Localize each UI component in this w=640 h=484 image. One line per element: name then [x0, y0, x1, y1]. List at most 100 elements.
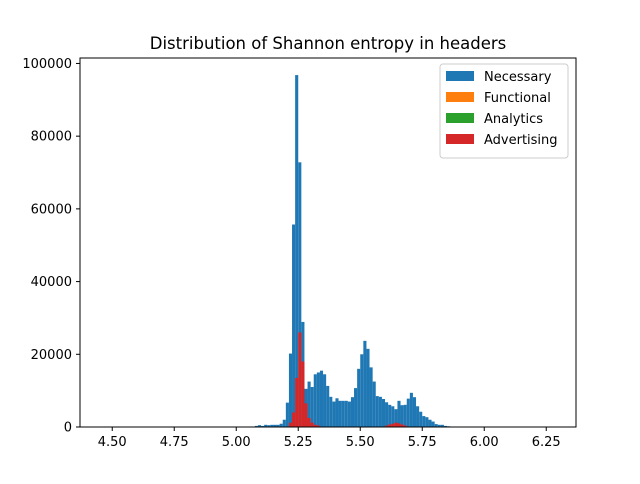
- histogram-bar: [388, 424, 392, 427]
- histogram-bar: [270, 424, 274, 427]
- legend-swatch: [446, 134, 474, 144]
- histogram-bar: [375, 396, 379, 427]
- histogram-bar: [282, 419, 286, 427]
- histogram-bar: [316, 372, 320, 427]
- histogram-bar: [295, 75, 299, 427]
- chart-title: Distribution of Shannon entropy in heade…: [150, 34, 507, 53]
- legend-swatch: [446, 71, 474, 81]
- histogram-bar: [428, 419, 432, 427]
- histogram-bar: [279, 423, 283, 427]
- y-tick-label: 20000: [31, 348, 72, 363]
- x-tick-label: 5.00: [222, 435, 251, 450]
- histogram-bar: [440, 424, 444, 427]
- histogram-bar: [431, 421, 435, 427]
- histogram-bar: [326, 385, 330, 427]
- histogram-bar: [394, 409, 398, 427]
- histogram-bar: [409, 392, 413, 427]
- histogram-bar: [372, 381, 376, 427]
- y-tick-label: 100000: [22, 57, 72, 72]
- x-tick-label: 6.00: [470, 435, 499, 450]
- histogram-bar: [406, 398, 410, 427]
- histogram-bar: [363, 340, 367, 427]
- y-tick-label: 80000: [31, 130, 72, 145]
- histogram-bar: [357, 368, 361, 427]
- histogram-bar: [425, 417, 429, 427]
- histogram-bar: [313, 374, 317, 427]
- histogram-bar: [388, 404, 392, 427]
- histogram-bar: [338, 400, 342, 427]
- histogram-bar: [443, 425, 448, 427]
- histogram-bar: [254, 425, 258, 427]
- histogram-bar: [381, 399, 386, 427]
- histogram-bar: [323, 374, 327, 427]
- histogram-bar: [397, 423, 401, 427]
- histogram-bar: [267, 425, 271, 427]
- y-tick-label: 0: [64, 421, 72, 436]
- histogram-bar: [292, 412, 296, 427]
- histogram-bar: [419, 411, 423, 427]
- x-tick-label: 4.50: [98, 435, 127, 450]
- histogram-bar: [400, 405, 404, 427]
- histogram-bar: [307, 381, 311, 427]
- histogram-bar: [369, 367, 373, 427]
- x-axis: 4.50 4.75 5.00 5.25 5.50 5.75 6.00 6.25: [98, 427, 561, 450]
- histogram-bar: [437, 424, 441, 427]
- histogram-bar: [288, 353, 293, 427]
- histogram-bar: [347, 401, 351, 427]
- histogram-bar: [310, 422, 314, 427]
- histogram-bar: [416, 406, 420, 427]
- legend-label: Advertising: [484, 133, 558, 148]
- histogram-bar: [310, 387, 314, 427]
- histogram-bar: [301, 361, 305, 427]
- histogram-bar: [261, 425, 265, 427]
- histogram-bar: [341, 400, 345, 427]
- histogram-bar: [350, 397, 355, 427]
- histogram-bar: [434, 424, 438, 427]
- histogram-bar: [344, 400, 348, 427]
- histogram-bar: [422, 416, 426, 427]
- legend-label: Analytics: [484, 112, 543, 127]
- histogram-bar: [412, 397, 417, 427]
- histogram-bar: [332, 401, 336, 427]
- histogram-bar: [335, 398, 339, 427]
- legend-label: Necessary: [484, 70, 552, 85]
- x-tick-label: 6.25: [532, 435, 561, 450]
- x-tick-label: 5.25: [284, 435, 313, 450]
- histogram-bar: [354, 388, 358, 427]
- histogram-bar: [385, 425, 389, 427]
- histogram-bar: [298, 162, 302, 427]
- histogram-bar: [397, 400, 401, 427]
- histogram-bar: [276, 424, 280, 427]
- histogram-bar: [403, 425, 407, 427]
- histogram-bar: [316, 425, 320, 427]
- histogram-bar: [313, 424, 317, 427]
- histogram-bar: [288, 422, 293, 427]
- histogram-bar: [400, 424, 404, 427]
- histogram-bar: [366, 348, 370, 427]
- histogram-bar: [285, 402, 289, 427]
- legend-label: Functional: [484, 91, 551, 106]
- histogram-bar: [360, 354, 364, 427]
- histogram-bar: [394, 422, 398, 427]
- histogram-bar: [378, 396, 382, 427]
- legend-swatch: [446, 92, 474, 102]
- histogram-bar: [307, 417, 311, 427]
- x-tick-label: 5.75: [408, 435, 437, 450]
- legend-swatch: [446, 113, 474, 123]
- histogram-bar: [257, 425, 262, 427]
- histogram-bar: [295, 377, 299, 427]
- histogram-bar: [273, 424, 277, 427]
- histogram-bar: [391, 423, 395, 427]
- x-tick-label: 5.50: [346, 435, 375, 450]
- y-tick-label: 40000: [31, 275, 72, 290]
- histogram-bar: [391, 406, 395, 427]
- histogram-bar: [292, 224, 296, 427]
- histogram-bar: [403, 404, 407, 427]
- plot-frame: [79, 57, 577, 428]
- y-axis: 0 20000 40000 60000 80000 100000: [22, 57, 80, 436]
- y-tick-label: 60000: [31, 202, 72, 217]
- histogram-bar: [319, 370, 324, 427]
- legend: Necessary Functional Analytics Advertising: [439, 63, 569, 159]
- histogram-bar: [329, 396, 333, 427]
- histogram-bar: [304, 403, 308, 427]
